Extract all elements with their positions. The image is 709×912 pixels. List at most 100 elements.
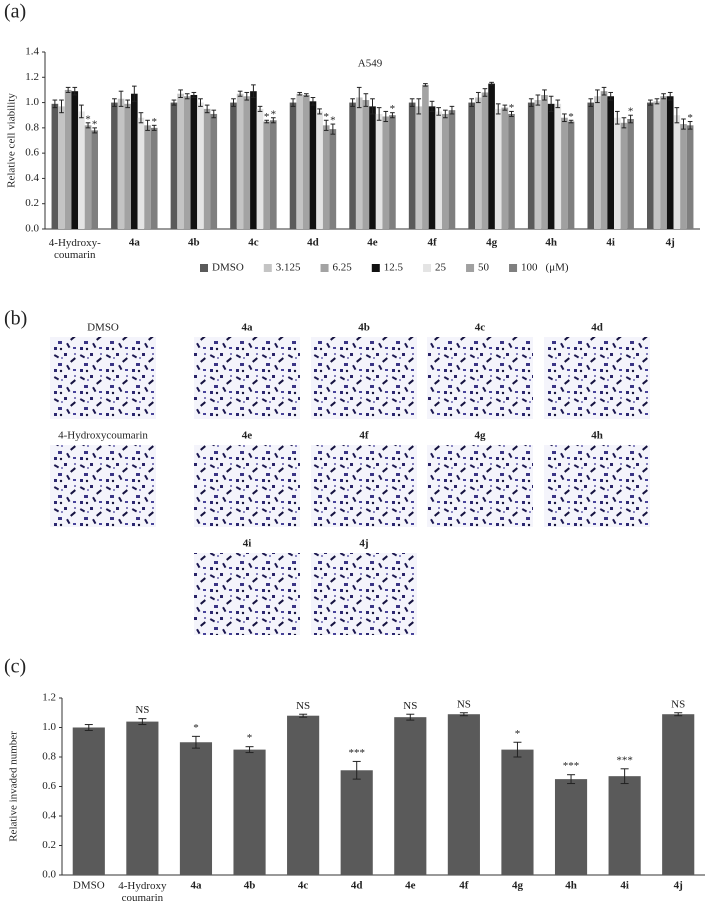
y-tick-label: 0.0: [42, 869, 56, 881]
error-bar: [376, 107, 382, 121]
x-tick-label: 4h: [545, 237, 557, 249]
bar: [481, 92, 489, 229]
error-bar: [489, 81, 494, 86]
bar: [415, 106, 423, 229]
error-bar: [674, 107, 680, 124]
significance-label: *: [628, 106, 634, 118]
error-bar: [495, 103, 501, 115]
error-bar: [562, 113, 567, 123]
bar: [660, 96, 667, 229]
x-tick-label: 4-Hydroxy-coumarin: [49, 237, 101, 261]
error-bar: [542, 89, 547, 101]
legend-swatch: [320, 264, 329, 272]
bar: [527, 102, 535, 229]
x-tick-label: 4b: [244, 880, 256, 892]
y-tick-label: 1.2: [25, 71, 39, 83]
y-tick-label: 1.0: [42, 721, 56, 733]
error-bar: [270, 117, 276, 124]
chart-title: A549: [358, 58, 383, 70]
micrograph-label: 4j: [359, 538, 368, 550]
x-tick-label: 4d: [351, 880, 363, 892]
y-tick-label: 0.8: [42, 751, 56, 763]
bar: [554, 103, 562, 229]
y-tick-label: 0.2: [25, 197, 39, 209]
significance-label: *: [687, 112, 693, 124]
error-bar: [303, 93, 309, 97]
legend-label: 50: [478, 262, 490, 274]
error-bar: [628, 114, 633, 124]
bar: [183, 96, 191, 229]
error-bar: [363, 93, 369, 107]
bar: [131, 93, 138, 229]
error-bar: [548, 95, 554, 112]
bar: [362, 100, 370, 230]
x-tick-label: 4-Hydroxy coumarin: [118, 880, 167, 904]
error-bar: [231, 98, 236, 107]
bar: [58, 106, 65, 229]
x-tick-label: 4e: [367, 237, 378, 249]
bar: [567, 121, 575, 229]
bar: [210, 113, 218, 229]
error-bar: [237, 90, 243, 97]
bar: [203, 108, 211, 229]
bar: [309, 101, 317, 229]
error-bar: [131, 85, 137, 102]
error-bar: [297, 91, 303, 96]
error-bar: [151, 124, 157, 131]
error-bar: [588, 98, 594, 107]
bar: [72, 727, 105, 875]
significance-label: NS: [296, 700, 310, 712]
error-bar: [409, 98, 415, 107]
bar: [287, 715, 320, 875]
micrograph: [50, 337, 156, 419]
significance-label: *: [515, 728, 521, 740]
bar: [389, 115, 396, 229]
error-bar: [211, 109, 217, 119]
bar: [375, 113, 383, 229]
bar: [179, 742, 213, 875]
micrograph-grid: DMSO 4-Hydroxycoumarin 4a 4b 4c 4d 4e 4f 4g 4h 4i 4…: [50, 322, 650, 635]
error-bar: [535, 94, 541, 106]
error-bar: [191, 735, 200, 749]
error-bar: [79, 104, 84, 119]
bar: [394, 717, 427, 875]
bar: [144, 125, 151, 229]
legend-swatch: [509, 264, 518, 272]
bar: [51, 103, 59, 229]
y-axis-label: Relative cell viability: [6, 93, 18, 188]
bar: [428, 106, 436, 229]
bar: [613, 117, 621, 229]
significance-label: *: [85, 113, 91, 125]
bar: [316, 111, 323, 229]
significance-label: *: [264, 111, 270, 123]
error-bar: [442, 109, 448, 119]
error-bar: [429, 100, 435, 112]
bar: [322, 125, 330, 229]
significance-label: *: [330, 115, 336, 127]
error-bar: [513, 741, 522, 758]
bar: [177, 93, 184, 229]
significance-label: ***: [563, 760, 580, 772]
y-tick-label: 1.2: [42, 692, 56, 704]
micrograph-label: 4c: [475, 322, 486, 334]
bar: [137, 117, 145, 229]
significance-label: *: [92, 118, 98, 130]
panel-label: (a): [4, 1, 26, 23]
error-bar: [145, 119, 150, 131]
x-tick-label: 4j: [674, 880, 683, 892]
bar: [150, 127, 158, 229]
bar: [71, 91, 79, 229]
legend-label: 3.125: [276, 262, 301, 274]
y-tick-label: 0.2: [42, 839, 56, 851]
error-bar: [330, 123, 336, 135]
significance-label: *: [390, 103, 396, 115]
bar: [600, 91, 608, 229]
bar: [662, 714, 695, 875]
bar: [547, 103, 555, 229]
y-tick-label: 0.0: [25, 223, 39, 235]
micrograph-label: 4f: [359, 430, 369, 442]
bar: [534, 100, 542, 230]
bar: [408, 102, 416, 229]
error-bar: [184, 93, 190, 100]
significance-label: *: [193, 722, 199, 734]
